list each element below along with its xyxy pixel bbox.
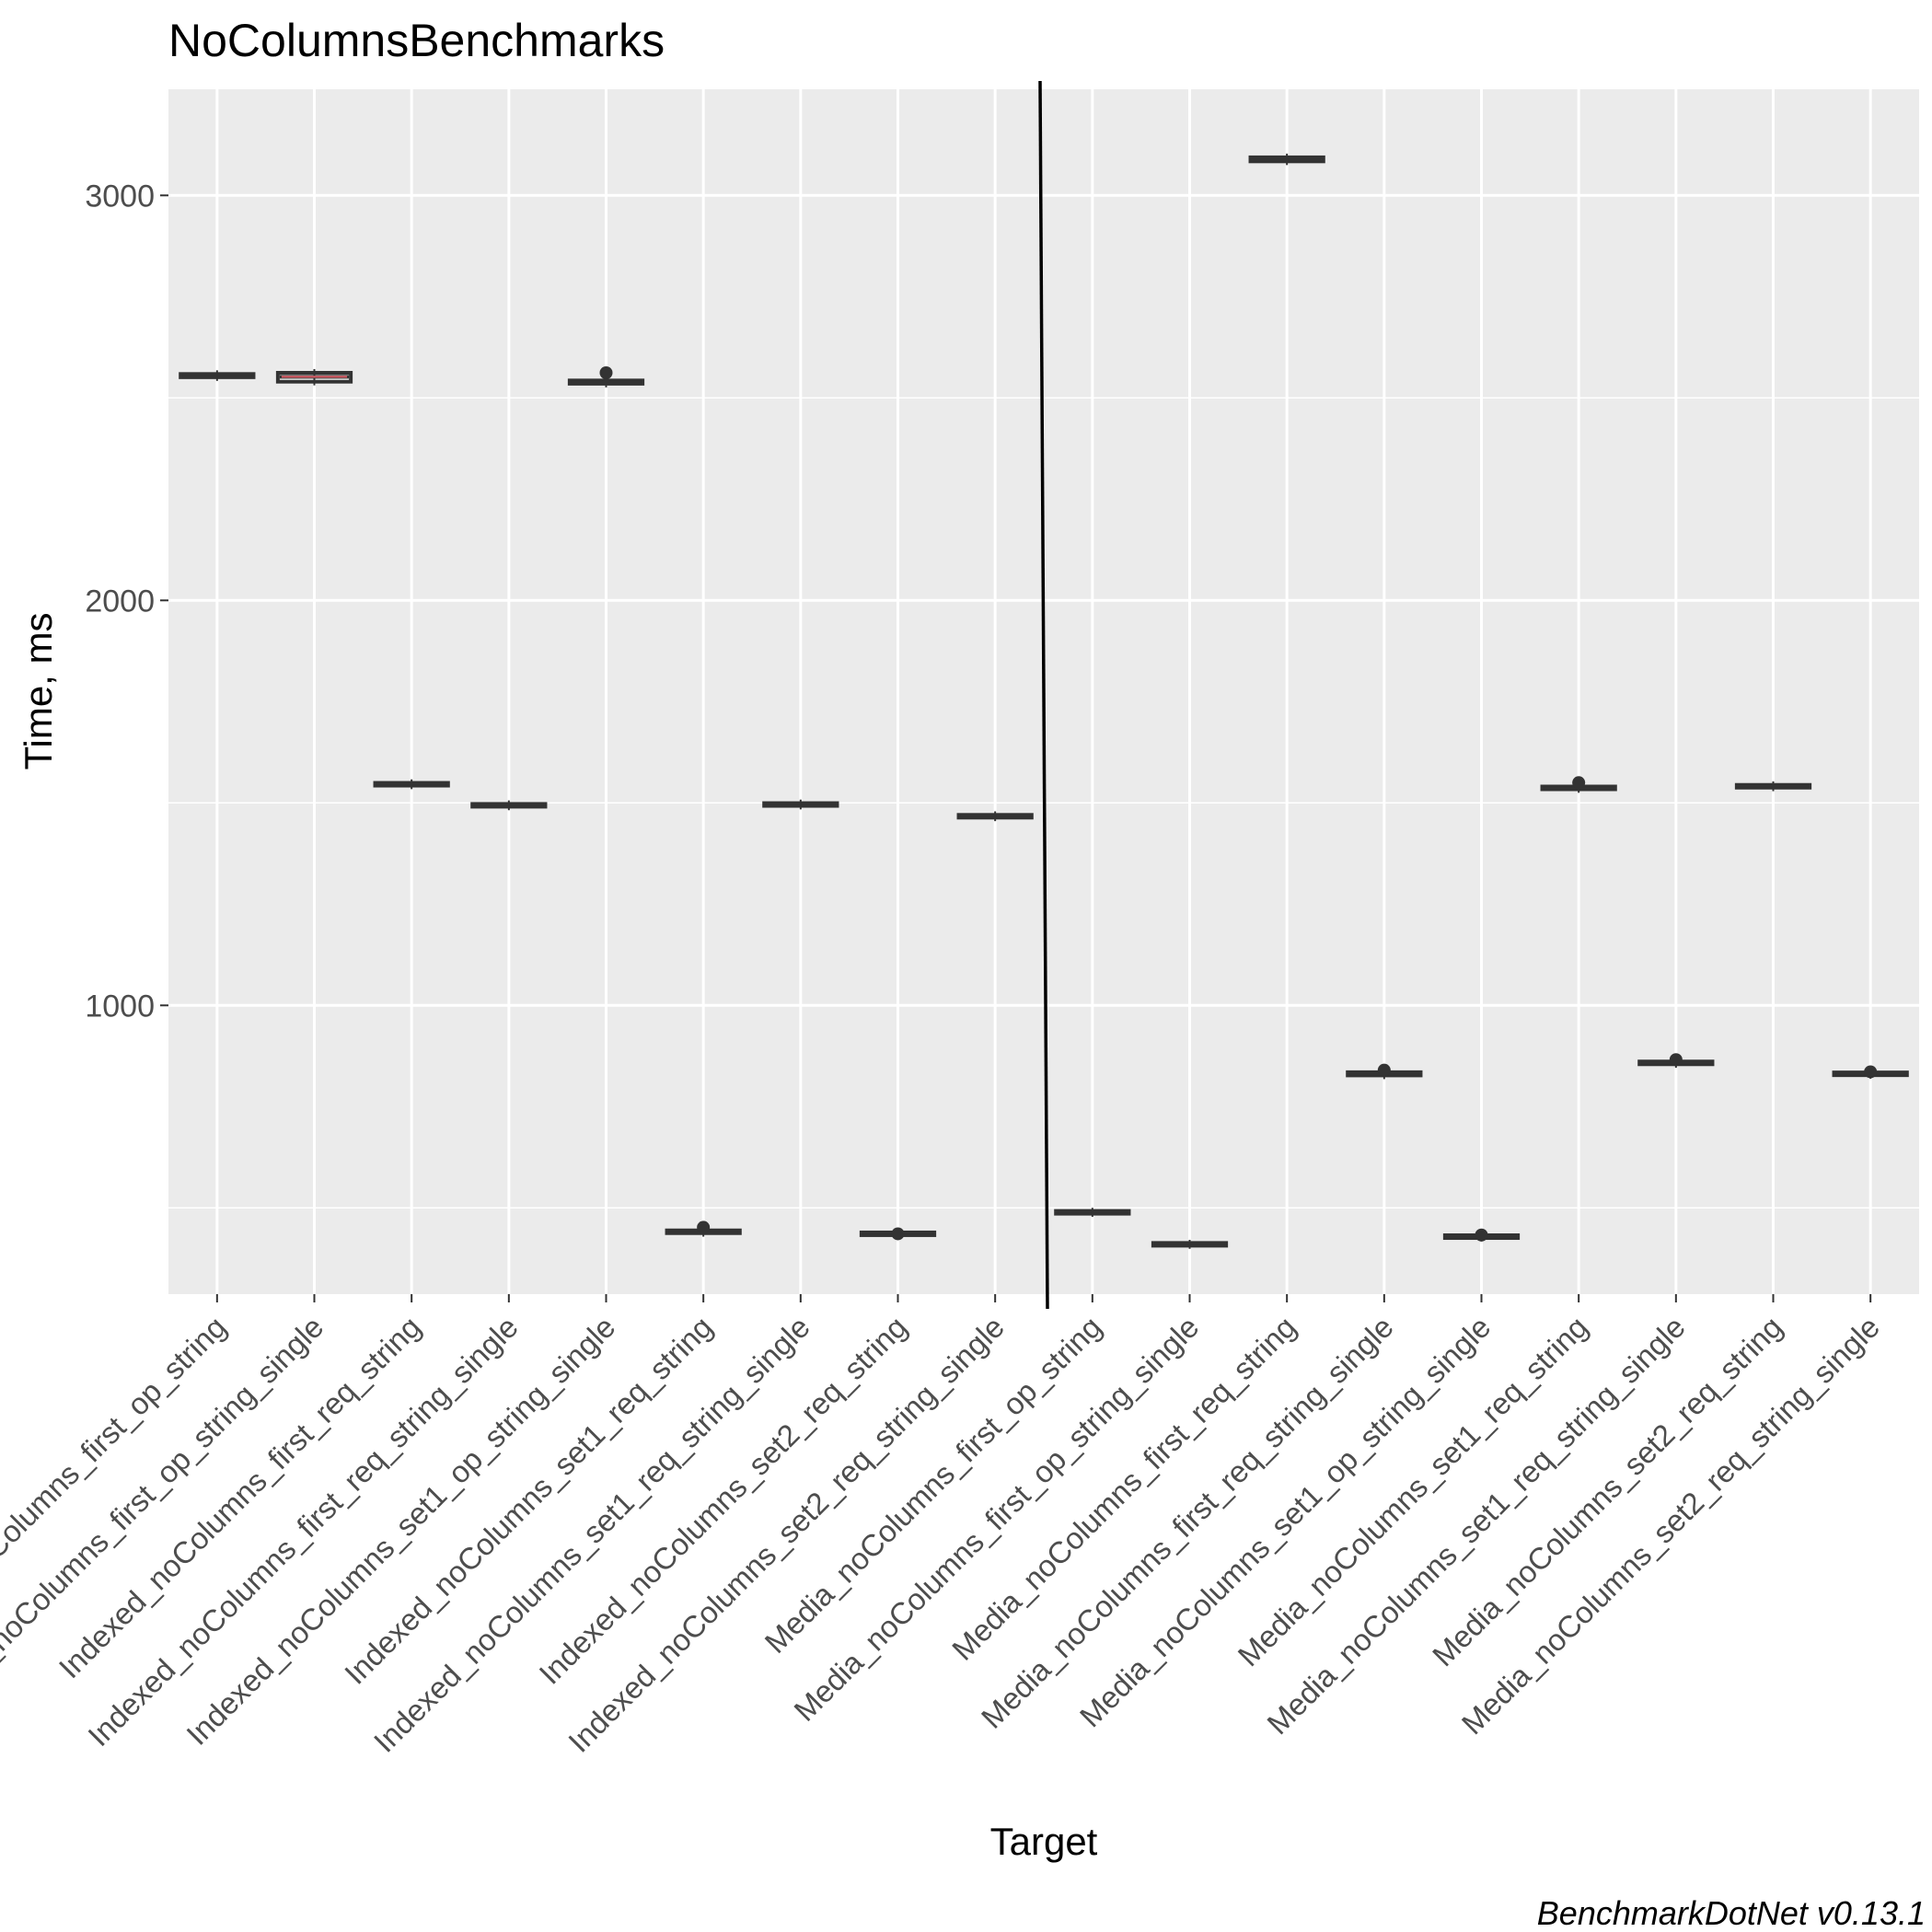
box-plot — [1248, 153, 1325, 166]
box-plot — [1832, 1065, 1909, 1079]
box-plot — [665, 1221, 742, 1237]
x-tick-label: Media_noColumns_set1_req_string — [1232, 1310, 1595, 1673]
box-plot — [1054, 1208, 1131, 1217]
box-plot — [1637, 1053, 1715, 1069]
outlier-point — [1377, 1063, 1391, 1077]
chart-caption: BenchmarkDotNet v0.13.1 — [1537, 1894, 1926, 1932]
y-tick-label: 2000 — [85, 584, 155, 619]
box-plot — [373, 779, 450, 790]
box-plot — [859, 1227, 937, 1241]
outlier-point — [697, 1221, 711, 1234]
outlier-point — [1864, 1065, 1878, 1079]
box-plot — [1734, 781, 1812, 792]
outlier-point — [599, 366, 613, 379]
box-plot — [567, 366, 645, 388]
separator-line — [1038, 80, 1049, 1310]
major-gridlines — [168, 89, 1919, 1294]
outlier-point — [1475, 1228, 1488, 1242]
x-tick-label: Media_noColumns_set2_req_string — [1426, 1310, 1789, 1673]
outlier-point — [891, 1227, 905, 1241]
outlier-point — [1669, 1053, 1683, 1067]
y-tick-label: 3000 — [85, 179, 155, 214]
chart-title: NoColumnsBenchmarks — [168, 15, 665, 66]
box-plot — [470, 800, 548, 811]
box-plot — [762, 799, 839, 810]
y-axis: 1000 2000 3000 — [85, 179, 168, 1024]
box-plot — [1151, 1240, 1229, 1249]
box-plot — [179, 370, 256, 381]
x-axis: Indexed_noColumns_first_op_stringIndexed… — [0, 1294, 1886, 1759]
box-plot — [1540, 776, 1617, 793]
outlier-point — [1572, 776, 1586, 790]
box-plot — [1442, 1228, 1521, 1242]
box-plot — [1346, 1063, 1423, 1080]
y-tick-label: 1000 — [85, 989, 155, 1024]
box-plot — [956, 811, 1034, 822]
box-plots — [179, 153, 1909, 1249]
y-axis-title: Time, ms — [17, 612, 60, 769]
x-axis-title: Target — [990, 1820, 1098, 1863]
x-tick-label: Indexed_noColumns_first_req_string — [52, 1310, 428, 1685]
group-separator — [1038, 80, 1049, 1310]
x-tick-label: Media_noColumns_first_req_string — [945, 1310, 1302, 1667]
